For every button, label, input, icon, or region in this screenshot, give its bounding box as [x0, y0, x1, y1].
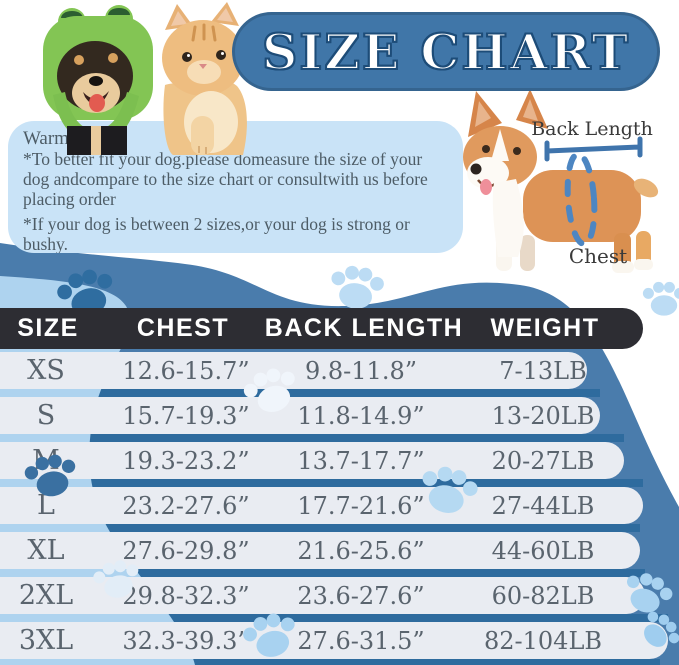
table-header-bar: SIZE CHEST BACK LENGTH WEIGHT: [0, 308, 643, 349]
weight-cell: 7-13LB: [499, 356, 587, 385]
table-row: XS 12.6-15.7” 9.8-11.8” 7-13LB: [0, 352, 587, 389]
warm-tips-paragraph-1: *To better fit your dog.please domeasure…: [23, 149, 428, 209]
chest-cell: 12.6-15.7”: [122, 356, 250, 385]
size-cell: XL: [27, 535, 65, 566]
warm-tips-paragraph-2: *If your dog is between 2 sizes,or your …: [23, 213, 410, 253]
weight-cell: 20-27LB: [491, 446, 595, 475]
corgi-diagram: Back Length Chest: [463, 89, 659, 273]
table-header-weight: WEIGHT: [490, 314, 600, 342]
chest-cell: 23.2-27.6”: [122, 491, 250, 520]
table-row: 2XL 29.8-32.3” 23.6-27.6” 60-82LB: [0, 577, 645, 614]
size-cell: S: [36, 400, 56, 431]
corgi-illustration: [463, 89, 659, 273]
size-cell: XS: [27, 355, 65, 386]
weight-cell: 44-60LB: [491, 536, 595, 565]
weight-cell: 60-82LB: [491, 581, 595, 610]
back-length-cell: 21.6-25.6”: [297, 536, 425, 565]
size-cell: L: [37, 490, 55, 521]
back-length-cell: 27.6-31.5”: [297, 626, 425, 655]
table-row: L 23.2-27.6” 17.7-21.6” 27-44LB: [0, 487, 643, 524]
chest-cell: 29.8-32.3”: [122, 581, 250, 610]
title-bar: SIZE CHART: [232, 12, 660, 91]
back-length-cell: 17.7-21.6”: [297, 491, 425, 520]
back-length-cell: 23.6-27.6”: [297, 581, 425, 610]
dog-photo-illustration: [43, 5, 153, 155]
table-header-chest: CHEST: [136, 314, 230, 342]
table-row: 3XL 32.3-39.3” 27.6-31.5” 82-104LB: [0, 622, 668, 659]
table-row: M 19.3-23.2” 13.7-17.7” 20-27LB: [0, 442, 624, 479]
chest-cell: 27.6-29.8”: [122, 536, 250, 565]
page-title: SIZE CHART: [261, 22, 631, 82]
table-row: XL 27.6-29.8” 21.6-25.6” 44-60LB: [0, 532, 640, 569]
weight-cell: 13-20LB: [491, 401, 595, 430]
cat-photo-illustration: [162, 2, 247, 155]
back-length-arrow: [544, 136, 643, 162]
table-header-back-length: BACK LENGTH: [264, 314, 464, 342]
chest-label: Chest: [569, 244, 627, 268]
weight-cell: 82-104LB: [483, 626, 603, 655]
back-length-cell: 11.8-14.9”: [297, 401, 425, 430]
dog-and-cat-photo: [43, 2, 247, 155]
chest-cell: 32.3-39.3”: [122, 626, 250, 655]
size-cell: 2XL: [18, 580, 74, 611]
size-cell: M: [32, 445, 60, 476]
back-length-cell: 13.7-17.7”: [297, 446, 425, 475]
chest-ellipse: [564, 151, 598, 247]
size-cell: 3XL: [18, 625, 74, 656]
back-length-label: Back Length: [531, 118, 653, 140]
chest-cell: 15.7-19.3”: [122, 401, 250, 430]
weight-cell: 27-44LB: [491, 491, 595, 520]
back-length-cell: 9.8-11.8”: [305, 356, 417, 385]
table-header-size: SIZE: [17, 314, 79, 342]
chest-cell: 19.3-23.2”: [122, 446, 250, 475]
table-row: S 15.7-19.3” 11.8-14.9” 13-20LB: [0, 397, 600, 434]
